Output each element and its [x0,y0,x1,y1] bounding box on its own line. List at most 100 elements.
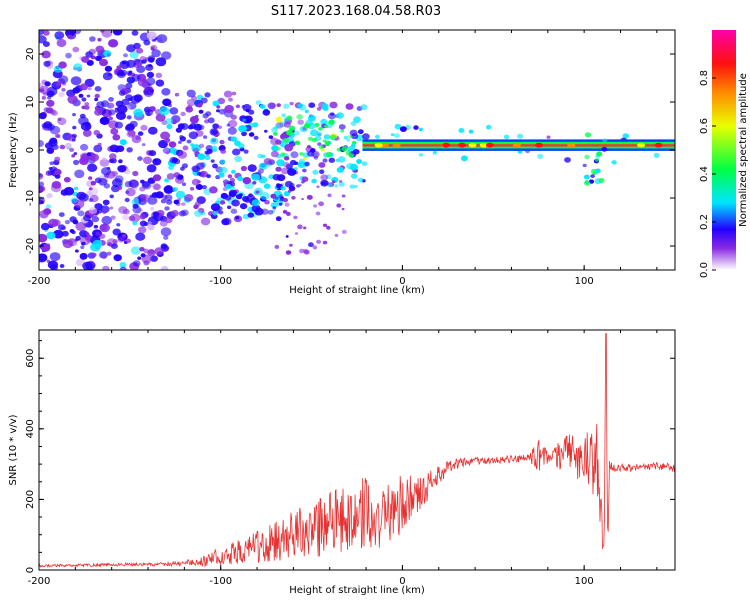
carrier-peak [458,142,466,148]
noise-blob [155,72,163,79]
noise-blob [64,220,70,225]
noise-blob [184,194,194,202]
noise-blob [67,95,78,104]
noise-blob [330,112,335,116]
noise-blob [326,225,331,230]
noise-blob [336,203,342,208]
noise-blob [234,155,242,163]
noise-blob [152,158,162,166]
disturbance-blob [584,132,592,138]
noise-blob [180,111,186,117]
noise-blob [318,162,326,168]
noise-blob [293,130,300,136]
noise-blob [75,249,79,253]
noise-blob [163,235,169,240]
noise-blob [285,250,292,255]
noise-blob [146,31,157,40]
noise-blob [304,109,309,114]
noise-blob [240,165,247,172]
disturbance-blob [590,174,595,179]
noise-blob [87,163,98,172]
noise-blob [232,148,241,156]
noise-blob [91,252,97,257]
x-tick-label: 100 [575,276,594,287]
noise-blob [107,73,112,77]
noise-blob [194,210,203,217]
noise-blob [278,194,284,199]
noise-blob [353,184,358,189]
noise-blob [67,34,73,40]
noise-blob [222,108,228,113]
noise-blob [108,109,116,116]
noise-blob [228,189,238,197]
noise-blob [301,180,305,184]
noise-blob [237,176,244,182]
noise-blob [78,93,84,98]
noise-blob [193,204,199,210]
noise-blob [132,260,141,267]
snr-panel: -200 -100 0 100 0 200 400 600 Height of straig… [8,329,676,596]
noise-blob [164,178,170,183]
noise-blob [121,98,130,106]
noise-blob [230,208,238,214]
noise-blob [338,181,345,187]
noise-blob [268,135,274,140]
spectrogram-marks [39,30,675,270]
noise-blob [235,216,240,220]
noise-blob [356,159,362,164]
noise-blob [73,63,83,71]
noise-blob [48,139,58,147]
noise-blob [239,203,248,210]
noise-blob [323,134,331,140]
noise-blob [222,217,232,226]
noise-blob [317,142,322,146]
colorbar: 0.0 0.2 0.4 0.6 0.8 Normalized spectral ampl… [699,30,749,278]
noise-blob [113,254,122,262]
noise-blob [121,61,127,65]
noise-blob [101,167,111,176]
noise-blob [297,224,303,230]
noise-blob [181,209,189,216]
noise-blob [54,31,65,40]
noise-blob [59,144,66,150]
noise-blob [245,119,251,124]
noise-blob [107,102,115,109]
noise-blob [132,205,142,214]
noise-blob [87,87,92,91]
noise-blob [258,162,268,170]
noise-blob [255,100,262,106]
noise-blob [418,153,424,157]
noise-blob [485,124,492,130]
noise-blob [44,81,51,87]
noise-blob [133,108,144,118]
noise-blob [93,224,99,229]
noise-blob [69,147,75,152]
noise-blob [94,109,103,116]
noise-blob [199,162,205,167]
noise-blob [306,194,313,200]
noise-blob [39,210,49,219]
noise-blob [79,157,89,166]
noise-blob [227,126,237,135]
noise-blob [147,249,156,257]
disturbance-blob [584,154,590,160]
signal-speck [336,147,341,152]
noise-blob [107,242,112,247]
noise-blob [267,209,274,215]
noise-blob [251,173,260,181]
noise-blob [79,230,89,238]
noise-blob [58,91,65,98]
noise-blob [164,138,171,143]
noise-blob [197,103,203,108]
noise-blob [47,170,54,176]
noise-blob [119,262,127,268]
noise-blob [104,65,113,72]
noise-blob [137,156,143,161]
noise-blob [180,123,189,130]
noise-blob [112,134,121,141]
noise-blob [95,45,105,53]
noise-blob [284,156,290,161]
noise-blob [54,174,61,179]
noise-blob [116,65,122,70]
noise-blob [360,104,368,111]
